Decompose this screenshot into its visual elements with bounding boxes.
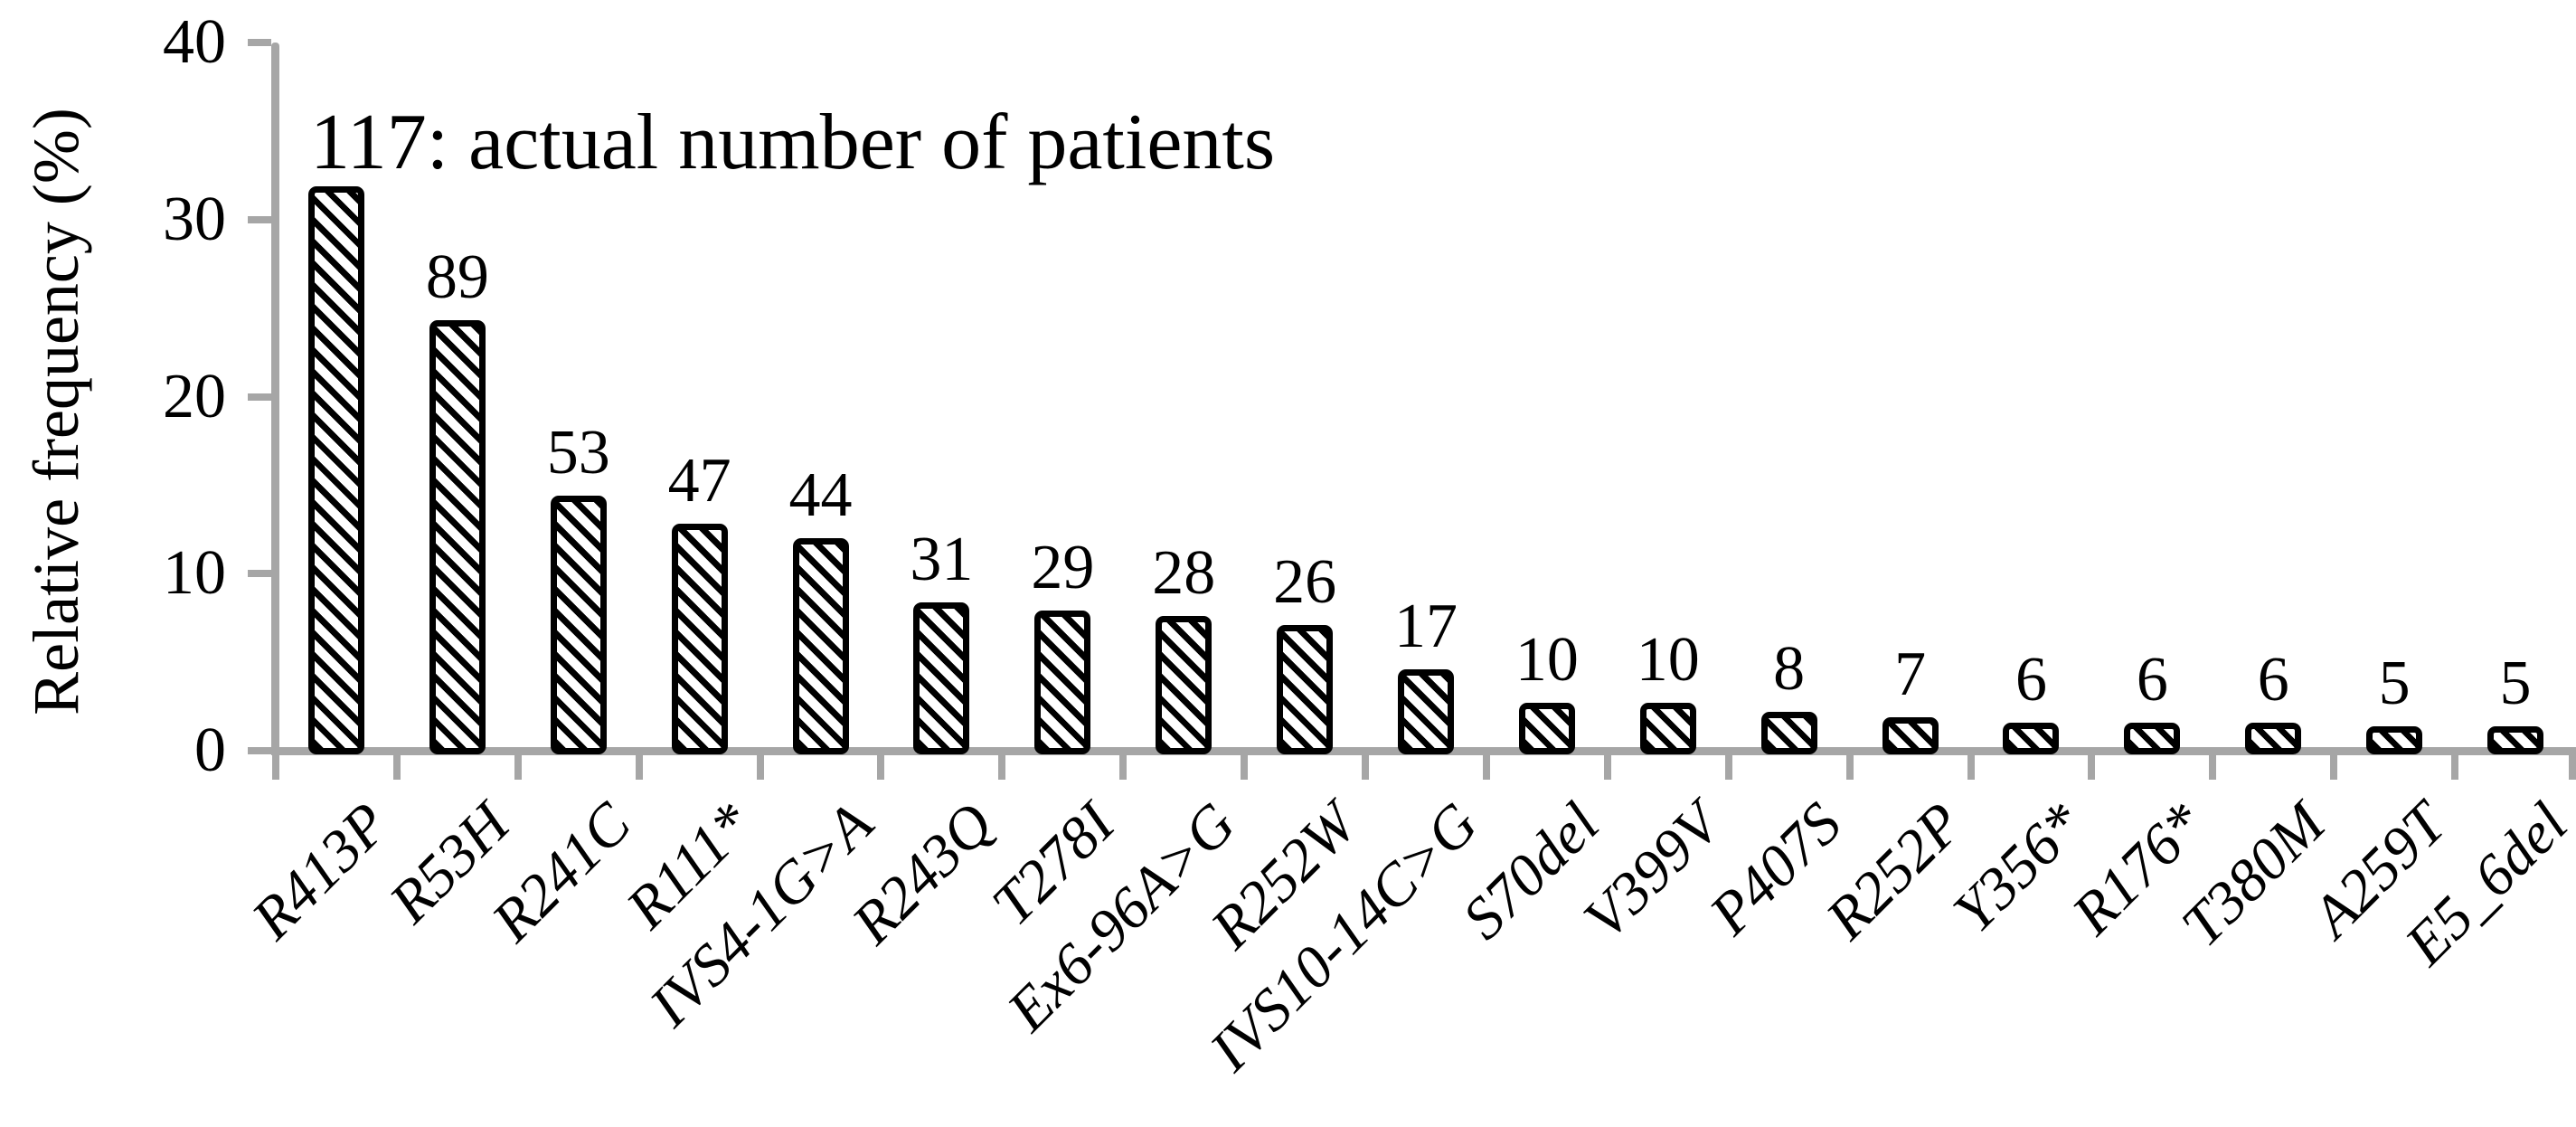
bar xyxy=(1277,625,1333,754)
bar-count-label: 8 xyxy=(1773,634,1806,704)
y-tick-label: 30 xyxy=(163,184,226,254)
bar xyxy=(2487,726,2543,754)
bar-count-label: 5 xyxy=(2378,649,2411,718)
bar xyxy=(2124,723,2180,754)
bar xyxy=(1398,669,1454,754)
bar-count-label: 7 xyxy=(1894,639,1927,709)
y-tick xyxy=(248,393,271,401)
bar-count-label: 6 xyxy=(2015,645,2047,715)
bar xyxy=(2366,726,2422,754)
y-tick-label: 10 xyxy=(163,538,226,609)
x-tick xyxy=(392,754,401,780)
x-tick xyxy=(1482,754,1490,780)
x-tick xyxy=(635,754,643,780)
bar xyxy=(793,538,849,754)
bar-count-label: 47 xyxy=(667,446,731,516)
bar-count-label: 28 xyxy=(1152,538,1216,608)
y-tick xyxy=(248,39,271,46)
bar-count-label: 29 xyxy=(1031,533,1095,602)
bar xyxy=(308,186,364,754)
bar-count-label: 31 xyxy=(910,525,974,594)
bar-count-label: 5 xyxy=(2499,649,2532,718)
x-tick xyxy=(2209,754,2217,780)
y-tick-label: 20 xyxy=(163,361,226,431)
bar xyxy=(1761,712,1817,754)
bar-count-label: 10 xyxy=(1514,625,1579,695)
y-tick-label: 40 xyxy=(163,7,226,77)
y-tick-label: 0 xyxy=(194,715,226,785)
bar-count-label: 17 xyxy=(1394,592,1458,661)
bar xyxy=(1034,611,1090,754)
bar xyxy=(1882,717,1939,754)
bar xyxy=(672,524,728,754)
y-tick xyxy=(248,570,271,578)
x-tick xyxy=(1967,754,1975,780)
annotation-text: 117: actual number of patients xyxy=(310,99,1276,186)
x-tick xyxy=(1724,754,1732,780)
bar xyxy=(429,320,486,754)
bar-count-label: 89 xyxy=(425,242,489,312)
x-tick xyxy=(1119,754,1128,780)
x-tick xyxy=(756,754,764,780)
x-tick xyxy=(2330,754,2338,780)
x-tick xyxy=(1362,754,1370,780)
x-tick xyxy=(272,754,279,780)
bar xyxy=(1156,616,1212,754)
bar xyxy=(1519,703,1575,754)
bar-count-label: 26 xyxy=(1273,547,1337,617)
x-tick xyxy=(2569,754,2576,780)
bar xyxy=(2003,723,2059,754)
bar-count-label: 10 xyxy=(1636,625,1700,695)
y-tick xyxy=(248,215,271,223)
x-tick xyxy=(514,754,522,780)
bar xyxy=(1640,703,1696,754)
bar-count-label: 6 xyxy=(2136,645,2168,715)
x-tick xyxy=(877,754,885,780)
x-tick xyxy=(2088,754,2096,780)
bar-count-label: 53 xyxy=(546,418,610,488)
bar-count-label: 44 xyxy=(788,460,853,530)
x-tick xyxy=(2451,754,2459,780)
bar xyxy=(551,496,607,754)
x-tick xyxy=(998,754,1006,780)
x-tick xyxy=(1241,754,1249,780)
y-axis-line xyxy=(271,43,279,755)
y-tick xyxy=(248,747,271,754)
bar xyxy=(913,602,969,754)
bar-count-label: 6 xyxy=(2257,645,2289,715)
x-tick xyxy=(1603,754,1611,780)
bar xyxy=(2245,723,2301,754)
x-tick xyxy=(1845,754,1854,780)
